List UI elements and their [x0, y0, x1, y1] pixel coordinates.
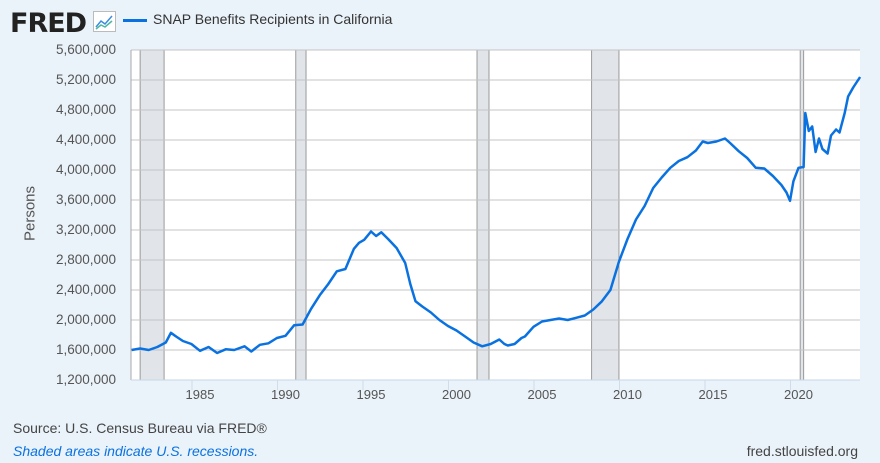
y-tick-label: 1,600,000 — [56, 342, 116, 357]
x-tick-label: 1985 — [186, 387, 215, 402]
x-tick-label: 2020 — [784, 387, 813, 402]
recession-band — [591, 50, 619, 380]
y-tick-label: 2,400,000 — [56, 282, 116, 297]
y-axis-label: Persons — [21, 185, 39, 242]
site-link[interactable]: fred.stlouisfed.org — [746, 443, 858, 459]
plot-area — [131, 50, 860, 380]
recession-band — [800, 50, 804, 380]
x-tick-label: 2010 — [613, 387, 642, 402]
recession-band — [477, 50, 489, 380]
y-tick-label: 5,200,000 — [56, 72, 116, 87]
y-tick-label: 4,000,000 — [56, 162, 116, 177]
fred-logo[interactable]: FRED — [10, 8, 87, 39]
x-tick-label: 2005 — [528, 387, 557, 402]
y-tick-label: 4,800,000 — [56, 102, 116, 117]
recession-band — [140, 50, 165, 380]
x-tick-label: 1990 — [271, 387, 300, 402]
y-tick-label: 3,600,000 — [56, 192, 116, 207]
y-tick-label: 2,000,000 — [56, 312, 116, 327]
y-tick-label: 2,800,000 — [56, 252, 116, 267]
y-tick-label: 3,200,000 — [56, 222, 116, 237]
legend-swatch — [123, 19, 147, 22]
y-tick-label: 1,200,000 — [56, 372, 116, 387]
recession-band — [295, 50, 307, 380]
y-tick-label: 5,600,000 — [56, 42, 116, 57]
x-tick-label: 1995 — [357, 387, 386, 402]
x-tick-label: 2015 — [699, 387, 728, 402]
line-chart-icon — [93, 11, 116, 32]
y-tick-label: 4,400,000 — [56, 132, 116, 147]
legend-label: SNAP Benefits Recipients in California — [153, 11, 393, 27]
series-line — [131, 76, 862, 355]
x-tick-label: 2000 — [442, 387, 471, 402]
recession-note: Shaded areas indicate U.S. recessions. — [13, 443, 259, 459]
source-note: Source: U.S. Census Bureau via FRED® — [13, 420, 267, 436]
